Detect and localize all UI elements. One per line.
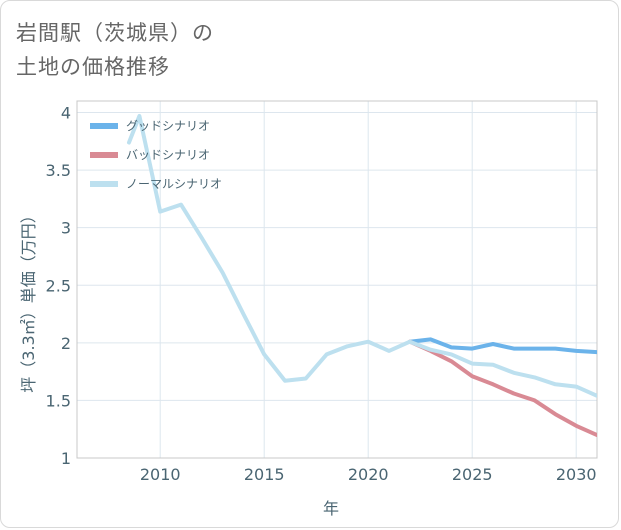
x-tick-label: 2030 [556, 465, 597, 484]
y-tick-label: 1 [61, 449, 71, 468]
x-axis-title: 年 [323, 499, 339, 518]
y-tick-label: 2 [61, 334, 71, 353]
title-line-1: 岩間駅（茨城県）の [16, 21, 214, 45]
chart-title: 岩間駅（茨城県）の 土地の価格推移 [16, 16, 214, 84]
title-line-2: 土地の価格推移 [16, 55, 170, 79]
series-line-0 [407, 337, 597, 355]
x-tick-label: 2015 [244, 465, 285, 484]
legend-label: グッドシナリオ [126, 119, 210, 133]
y-tick-label: 1.5 [46, 391, 71, 410]
x-tick-label: 2010 [140, 465, 181, 484]
legend-label: バッドシナリオ [126, 148, 210, 162]
y-tick-label: 4 [61, 104, 71, 123]
series-line-1 [407, 339, 597, 437]
series-line-2 [127, 114, 597, 398]
x-tick-label: 2025 [452, 465, 493, 484]
y-tick-label: 3.5 [46, 161, 71, 180]
legend-label: ノーマルシナリオ [126, 177, 222, 191]
plot-border [76, 100, 598, 459]
y-tick-label: 2.5 [46, 276, 71, 295]
y-tick-label: 3 [61, 219, 71, 238]
x-tick-labels: 2010 2015 2020 2025 2030 [140, 465, 597, 484]
y-tick-labels: 1 1.5 2 2.5 3 3.5 4 [46, 104, 71, 468]
series-lines [127, 114, 597, 437]
x-tick-label: 2020 [348, 465, 389, 484]
y-axis-title: 坪（3.3㎡）単価（万円） [19, 207, 38, 392]
